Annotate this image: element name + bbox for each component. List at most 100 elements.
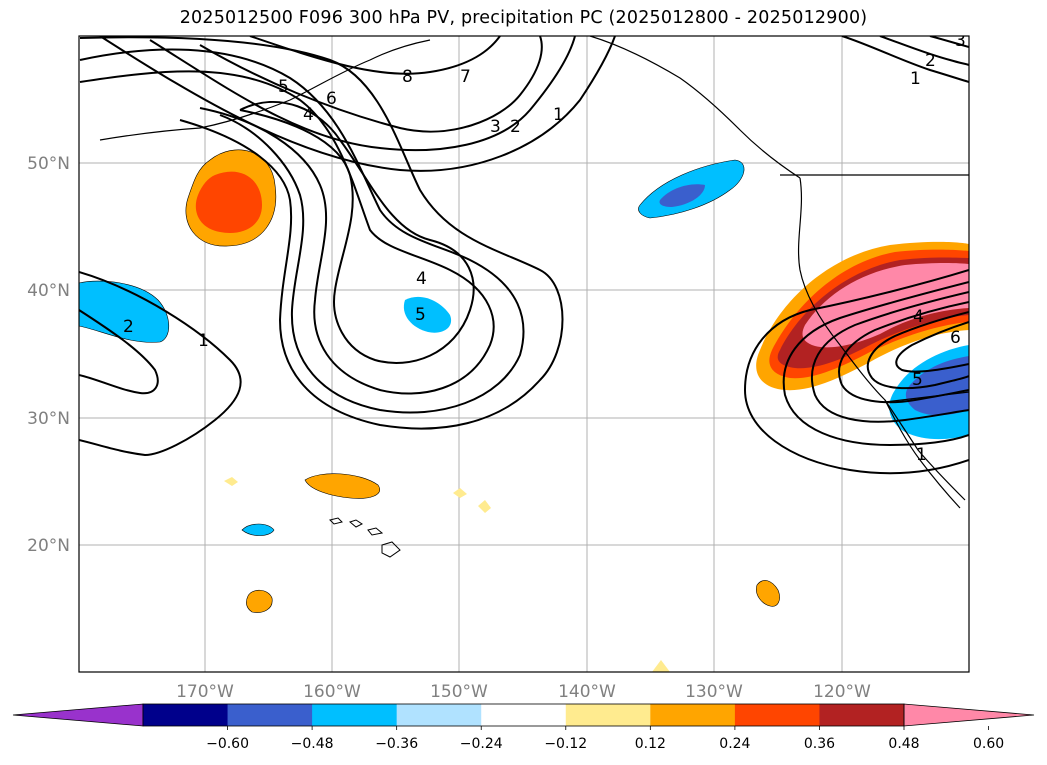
colorbar — [12, 703, 1035, 727]
contour-label-west-2: 2 — [123, 317, 134, 337]
island-hawaii-1 — [329, 517, 343, 525]
contour-label-5: 5 — [278, 77, 289, 97]
island-hawaii-2 — [348, 519, 363, 528]
contour-east-2 — [782, 281, 969, 447]
colorbar-tick-label: 0.36 — [804, 736, 835, 752]
coastlines — [99, 36, 969, 509]
contour-label-7: 7 — [460, 67, 471, 87]
contour-east-1 — [743, 269, 969, 475]
precip-positive-small-6 — [478, 500, 491, 513]
colorbar-segment — [819, 704, 905, 726]
contour-trough-1 — [79, 36, 564, 430]
map-title: 2025012500 F096 300 hPa PV, precipitatio… — [179, 8, 868, 28]
colorbar-tick-label: −0.24 — [460, 736, 503, 752]
colorbar-tick-label: 0.24 — [719, 736, 750, 752]
colorbar-segment — [565, 704, 651, 726]
latitude-labels: 50°N 40°N 30°N 20°N — [27, 154, 70, 556]
precip-positive-small-2 — [246, 589, 273, 613]
coast-se-alaska-bc — [589, 36, 801, 179]
contour-east-6 — [895, 321, 969, 373]
contour-ne-3 — [929, 36, 969, 48]
contour-label-1: 1 — [553, 105, 564, 125]
contour-ridge-2 — [149, 36, 576, 152]
contour-trough-4 — [239, 101, 475, 364]
colorbar-tick-label: −0.36 — [375, 736, 418, 752]
contour-label-8: 8 — [402, 67, 413, 87]
precip-positive-small-4 — [224, 477, 238, 486]
contour-label-east-1: 1 — [916, 445, 927, 465]
colorbar-segment — [396, 704, 482, 726]
coast-west-us — [797, 177, 966, 501]
colorbar-extend-low — [12, 703, 144, 727]
colorbar-segment — [481, 704, 567, 726]
precip-negative-blob-west — [79, 280, 170, 343]
contour-label-3: 3 — [490, 117, 501, 137]
pv-contours — [79, 36, 969, 475]
contour-trough-2 — [79, 48, 525, 414]
contour-label-2: 2 — [510, 117, 521, 137]
colorbar-segment — [734, 704, 820, 726]
contour-label-east-6: 6 — [950, 328, 961, 348]
contour-label-6: 6 — [326, 89, 337, 109]
lon-label-160w: 160°W — [303, 682, 361, 702]
colorbar-extend-high — [903, 703, 1035, 727]
precip-positive-small-5 — [453, 488, 467, 498]
border-us-mexico — [884, 391, 969, 403]
map-frame — [78, 35, 970, 673]
contour-east-5 — [866, 311, 969, 390]
contour-west-2 — [79, 309, 159, 395]
contour-ridge-1 — [99, 36, 616, 172]
colorbar-segment — [143, 704, 229, 726]
colorbar-segment — [312, 704, 398, 726]
colorbar-tick-label: −0.60 — [206, 736, 249, 752]
contour-label-4: 4 — [303, 105, 314, 125]
longitude-labels: 170°W 160°W 150°W 140°W 130°W 120°W — [176, 682, 871, 702]
contour-ne-2 — [879, 36, 969, 66]
lat-label-20n: 20°N — [27, 536, 70, 556]
colorbar-segment — [227, 704, 313, 726]
lon-label-150w: 150°W — [430, 682, 488, 702]
contour-label-ne-2: 2 — [925, 51, 936, 71]
contour-label-east-4: 4 — [913, 307, 924, 327]
contour-label-trough-5: 5 — [415, 305, 426, 325]
contour-label-ne-3: 3 — [955, 31, 966, 51]
precip-negative-small-1 — [241, 523, 275, 536]
lat-label-40n: 40°N — [27, 281, 70, 301]
contour-label-trough-4: 4 — [416, 269, 427, 289]
contour-labels: 5 6 4 7 3 2 1 8 2 1 3 2 1 4 5 4 6 5 1 — [123, 31, 966, 465]
contour-east-4 — [838, 301, 969, 404]
contour-trough-3 — [79, 70, 495, 395]
lat-label-50n: 50°N — [27, 154, 70, 174]
lon-label-130w: 130°W — [685, 682, 743, 702]
colorbar-outline — [142, 703, 905, 727]
colorbar-tick-label: −0.48 — [291, 736, 334, 752]
contour-label-east-5: 5 — [912, 370, 923, 390]
contour-east-3 — [810, 291, 969, 423]
island-hawaii-3 — [367, 527, 384, 536]
colorbar-tick-label: −0.12 — [544, 736, 587, 752]
lat-label-30n: 30°N — [27, 409, 70, 429]
contour-label-ne-1: 1 — [910, 69, 921, 89]
colorbar-tick-label: 0.12 — [635, 736, 666, 752]
islands — [329, 517, 401, 558]
contour-ridge-5 — [249, 36, 501, 75]
colorbar-tick-label: 0.60 — [973, 736, 1004, 752]
precip-positive-small-7 — [652, 660, 670, 672]
contour-label-west-1: 1 — [198, 331, 209, 351]
contour-ridge-3 — [199, 36, 543, 133]
lon-label-140w: 140°W — [558, 682, 616, 702]
precip-negative-blob-central — [403, 296, 452, 333]
lon-label-120w: 120°W — [813, 682, 871, 702]
contour-ne-1 — [841, 36, 969, 83]
coast-alaska-peninsula — [99, 39, 431, 141]
precip-positive-small-3 — [756, 580, 780, 607]
gridlines — [79, 36, 969, 672]
colorbar-ticks: −0.60 −0.48 −0.36 −0.24 −0.12 0.12 0.24 0.36 0.4… — [206, 726, 1004, 752]
island-hawaii-4 — [381, 541, 401, 558]
colorbar-tick-label: 0.48 — [888, 736, 919, 752]
coast-baja — [884, 399, 961, 509]
contour-west-1 — [79, 271, 242, 457]
colorbar-segment — [650, 704, 736, 726]
precip-positive-small-1 — [304, 473, 380, 499]
